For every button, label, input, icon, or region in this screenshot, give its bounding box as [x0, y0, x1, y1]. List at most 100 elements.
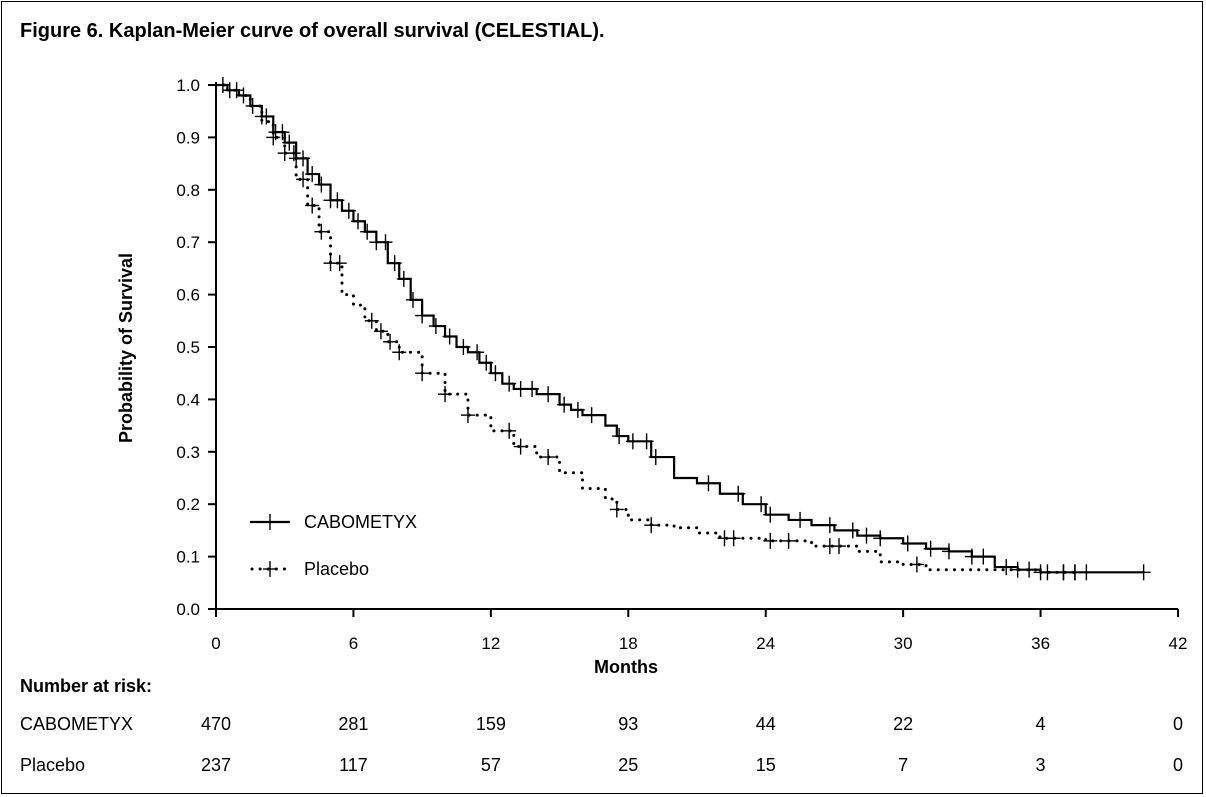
y-tick-label: 0.8 [176, 181, 200, 200]
censor-mark [648, 449, 663, 466]
x-tick-label: 6 [349, 634, 358, 653]
censor-mark [999, 559, 1014, 576]
x-tick-label: 18 [619, 634, 638, 653]
censor-mark [1033, 564, 1048, 581]
y-tick-label: 0.6 [176, 286, 200, 305]
censor-mark [428, 318, 443, 335]
censor-mark [488, 365, 503, 382]
censor-mark [266, 129, 281, 146]
censor-mark [502, 375, 517, 392]
censor-mark [314, 223, 329, 240]
censor-mark [701, 475, 716, 492]
x-tick-label: 42 [1169, 634, 1188, 653]
censor-mark [305, 166, 320, 183]
censor-mark [296, 171, 311, 188]
risk-table-header: Number at risk: [20, 676, 153, 696]
censor-mark [479, 354, 494, 371]
risk-value: 117 [339, 755, 368, 775]
censor-mark [415, 307, 430, 324]
km-curve-cabometyx [216, 83, 1144, 574]
legend-label-placebo: Placebo [304, 559, 369, 579]
censor-mark [259, 108, 274, 125]
censor-mark [845, 522, 860, 539]
censor-mark [341, 202, 356, 219]
risk-value: 159 [475, 714, 506, 734]
risk-value: 7 [898, 755, 909, 775]
x-tick-label: 0 [211, 634, 220, 653]
censor-mark [873, 530, 888, 547]
censor-mark [754, 496, 769, 513]
censor-mark [364, 312, 379, 329]
censor-mark [525, 380, 540, 397]
censor-mark [305, 197, 320, 214]
risk-row-label: CABOMETYX [20, 714, 134, 734]
censor-mark [275, 124, 290, 141]
censor-mark [332, 255, 347, 272]
series-layer [214, 77, 1151, 581]
series-placebo [214, 83, 1082, 581]
figure-title: Figure 6. Kaplan-Meier curve of overall … [20, 20, 605, 42]
censor-mark [763, 506, 778, 523]
censor-mark [330, 192, 345, 209]
censor-mark [282, 134, 297, 151]
y-tick-label: 0.9 [176, 128, 200, 147]
y-tick-label: 0.3 [176, 443, 200, 462]
censor-mark [314, 176, 329, 193]
censor-mark [460, 407, 475, 424]
censor-mark [1136, 564, 1151, 581]
y-tick-label: 0.0 [176, 600, 200, 619]
censor-mark [609, 501, 624, 518]
series-cabometyx [215, 77, 1151, 581]
censor-mark [612, 428, 627, 445]
censor-mark [822, 517, 837, 534]
censor-mark [731, 485, 746, 502]
censor-mark [383, 333, 398, 350]
x-tick-label: 12 [481, 634, 500, 653]
y-axis-label: Probability of Survival [116, 253, 136, 443]
axes: 0.0 0.1 0.2 0.3 0.4 0.5 0.6 0.7 0.8 0.9 1.0 0 6 12 18 2… [176, 76, 1187, 653]
x-tick-label: 36 [1031, 634, 1050, 653]
y-tick-label: 0.1 [176, 548, 200, 567]
censor-mark [909, 556, 924, 573]
censor-mark [513, 438, 528, 455]
censor-mark [396, 270, 411, 287]
y-tick-label: 0.5 [176, 338, 200, 357]
risk-value: 93 [618, 714, 639, 734]
censor-mark [625, 433, 640, 450]
y-tick-label: 0.2 [176, 495, 200, 514]
risk-value: 25 [618, 755, 639, 775]
risk-value: 44 [755, 714, 776, 734]
censor-mark [541, 449, 556, 466]
censor-mark [502, 422, 517, 439]
censor-mark [557, 396, 572, 413]
censor-mark [726, 530, 741, 547]
censor-mark [976, 548, 991, 565]
censor-mark [763, 532, 778, 549]
censor-mark [859, 527, 874, 544]
censor-mark [442, 328, 457, 345]
censor-mark [373, 323, 388, 340]
censor-mark [378, 234, 393, 251]
risk-value: 281 [338, 714, 369, 734]
censor-mark [541, 386, 556, 403]
censor-mark [644, 517, 659, 534]
censor-mark [438, 386, 453, 403]
censor-mark [923, 540, 938, 557]
censor-mark [456, 339, 471, 355]
y-tick-label: 1.0 [176, 76, 200, 95]
risk-value: 4 [1035, 714, 1046, 734]
risk-value: 0 [1172, 714, 1184, 734]
risk-value: 22 [893, 714, 914, 734]
censor-mark [387, 255, 402, 272]
censor-mark [639, 433, 654, 450]
censor-mark [1067, 564, 1082, 581]
legend-label-cabometyx: CABOMETYX [304, 512, 417, 532]
risk-value: 0 [1172, 755, 1184, 775]
x-tick-label: 24 [756, 634, 775, 653]
censor-mark [570, 401, 585, 418]
km-curve-placebo [214, 83, 1077, 574]
censor-mark [941, 543, 956, 560]
censor-mark [360, 223, 375, 240]
